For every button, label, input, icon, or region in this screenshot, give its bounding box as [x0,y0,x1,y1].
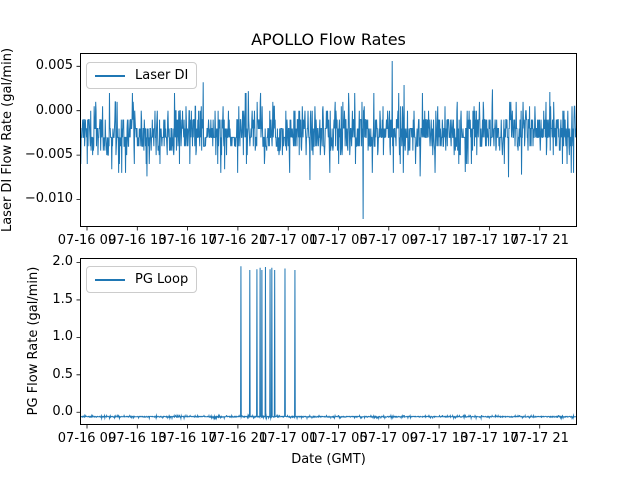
pg-x-tick-label: 07-17 13 [409,431,469,446]
chart-title: APOLLO Flow Rates [251,30,406,49]
pg-y-tick-label: 0.5 [52,366,73,382]
pg-x-tick-label: 07-17 01 [258,431,318,446]
pg-x-tick-label: 07-16 09 [57,431,117,446]
pg-y-tick-label: 0.0 [52,404,73,420]
laser-y-tick-label: −0.010 [24,191,73,207]
laser-legend: Laser DI [86,62,198,89]
laser-x-tick-label: 07-17 21 [510,233,569,248]
pg-x-tick-label: 07-16 17 [158,431,217,446]
pg-x-tick-label: 07-17 05 [309,431,368,446]
laser-x-tick-label: 07-17 01 [258,233,318,248]
laser-plot-area [80,53,577,227]
laser-x-tick-label: 07-17 05 [309,233,368,248]
laser-x-tick-label: 07-16 17 [158,233,217,248]
legend-line-swatch [95,74,125,77]
laser-y-tick-label: 0.005 [35,58,73,74]
laser-y-tick-label: 0.000 [35,102,73,118]
laser-y-tick-label: −0.005 [24,147,73,163]
pg-x-tick-label: 07-17 21 [510,431,569,446]
pg-y-tick-label: 1.5 [52,291,73,307]
laser-x-tick-label: 07-16 13 [108,233,167,248]
pg-x-tick-label: 07-17 09 [359,431,419,446]
pg-x-tick-label: 07-16 21 [208,431,268,446]
pg-x-tick-label: 07-16 13 [108,431,167,446]
laser-x-tick-label: 07-16 21 [208,233,268,248]
laser-x-tick-label: 07-16 09 [57,233,117,248]
x-axis-label: Date (GMT) [291,452,366,467]
laser-x-tick-label: 07-17 13 [409,233,469,248]
pg-y-tick-label: 2.0 [52,254,73,270]
pg-legend: PG Loop [86,266,198,293]
laser-x-tick-label: 07-17 09 [359,233,419,248]
pg-y-tick-label: 1.0 [52,329,73,345]
pg-legend-label: PG Loop [135,272,189,287]
laser-y-axis-label: Laser DI Flow Rate (gal/min) [0,47,15,233]
laser-x-tick-label: 07-17 17 [460,233,519,248]
pg-x-tick-label: 07-17 17 [460,431,519,446]
legend-line-swatch [95,278,125,281]
pg-plot-area [80,258,577,425]
laser-legend-label: Laser DI [135,68,189,83]
